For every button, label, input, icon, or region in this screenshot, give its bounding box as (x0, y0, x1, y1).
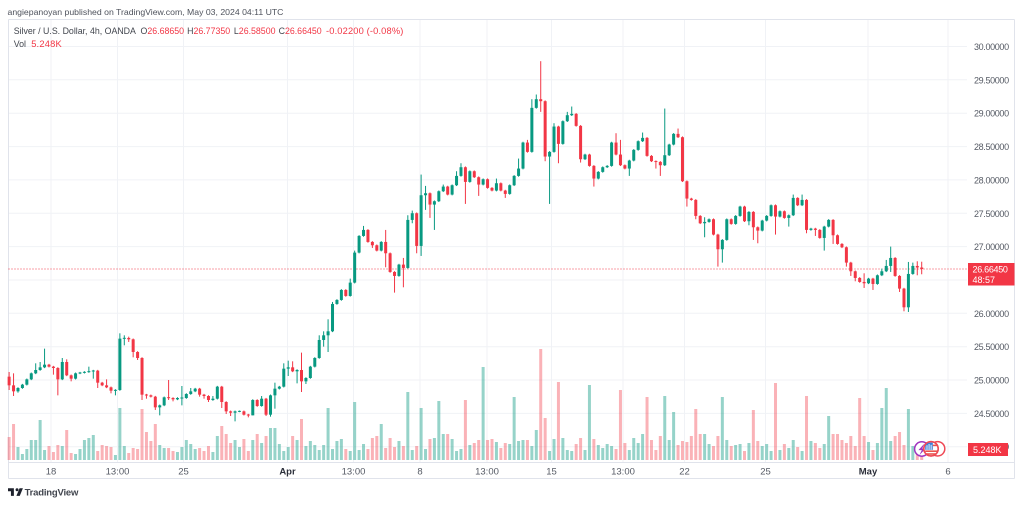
svg-text:29.50000: 29.50000 (974, 75, 1009, 85)
svg-text:L26.58500: L26.58500 (234, 26, 276, 36)
svg-text:30.00000: 30.00000 (974, 42, 1009, 52)
svg-text:Apr: Apr (279, 467, 296, 478)
svg-text:27.50000: 27.50000 (974, 209, 1009, 219)
svg-text:C26.66450: C26.66450 (279, 26, 322, 36)
svg-text:13:00: 13:00 (106, 467, 130, 478)
svg-text:26.66450: 26.66450 (973, 265, 1008, 275)
svg-text:May: May (859, 467, 878, 478)
svg-text:24.50000: 24.50000 (974, 409, 1009, 419)
svg-text:5.248K: 5.248K (31, 39, 62, 49)
svg-text:27.00000: 27.00000 (974, 242, 1009, 252)
svg-text:13:00: 13:00 (611, 467, 635, 478)
svg-text:28.00000: 28.00000 (974, 175, 1009, 185)
svg-text:25: 25 (760, 467, 771, 478)
svg-text:25: 25 (178, 467, 189, 478)
svg-text:25.00000: 25.00000 (974, 376, 1009, 386)
svg-text:22: 22 (679, 467, 690, 478)
svg-text:-0.02200 (-0.08%): -0.02200 (-0.08%) (326, 26, 403, 36)
svg-text:H26.77350: H26.77350 (187, 26, 230, 36)
svg-text:48:57: 48:57 (973, 275, 996, 285)
svg-text:O26.68650: O26.68650 (141, 26, 185, 36)
svg-text:13:00: 13:00 (475, 467, 499, 478)
svg-text:angiepanoyan published on Trad: angiepanoyan published on TradingView.co… (8, 7, 284, 17)
svg-text:25.50000: 25.50000 (974, 342, 1009, 352)
svg-text:15: 15 (546, 467, 557, 478)
svg-text:28.50000: 28.50000 (974, 142, 1009, 152)
svg-text:6: 6 (945, 467, 950, 478)
svg-text:29.00000: 29.00000 (974, 109, 1009, 119)
svg-text:26.00000: 26.00000 (974, 309, 1009, 319)
svg-text:18: 18 (46, 467, 57, 478)
svg-text:5.248K: 5.248K (973, 445, 1002, 455)
svg-text:Vol: Vol (14, 39, 26, 49)
svg-text:13:00: 13:00 (342, 467, 366, 478)
svg-text:8: 8 (417, 467, 422, 478)
svg-text:Silver / U.S. Dollar, 4h, OAND: Silver / U.S. Dollar, 4h, OANDA (14, 26, 136, 36)
svg-text:TradingView: TradingView (25, 488, 79, 499)
